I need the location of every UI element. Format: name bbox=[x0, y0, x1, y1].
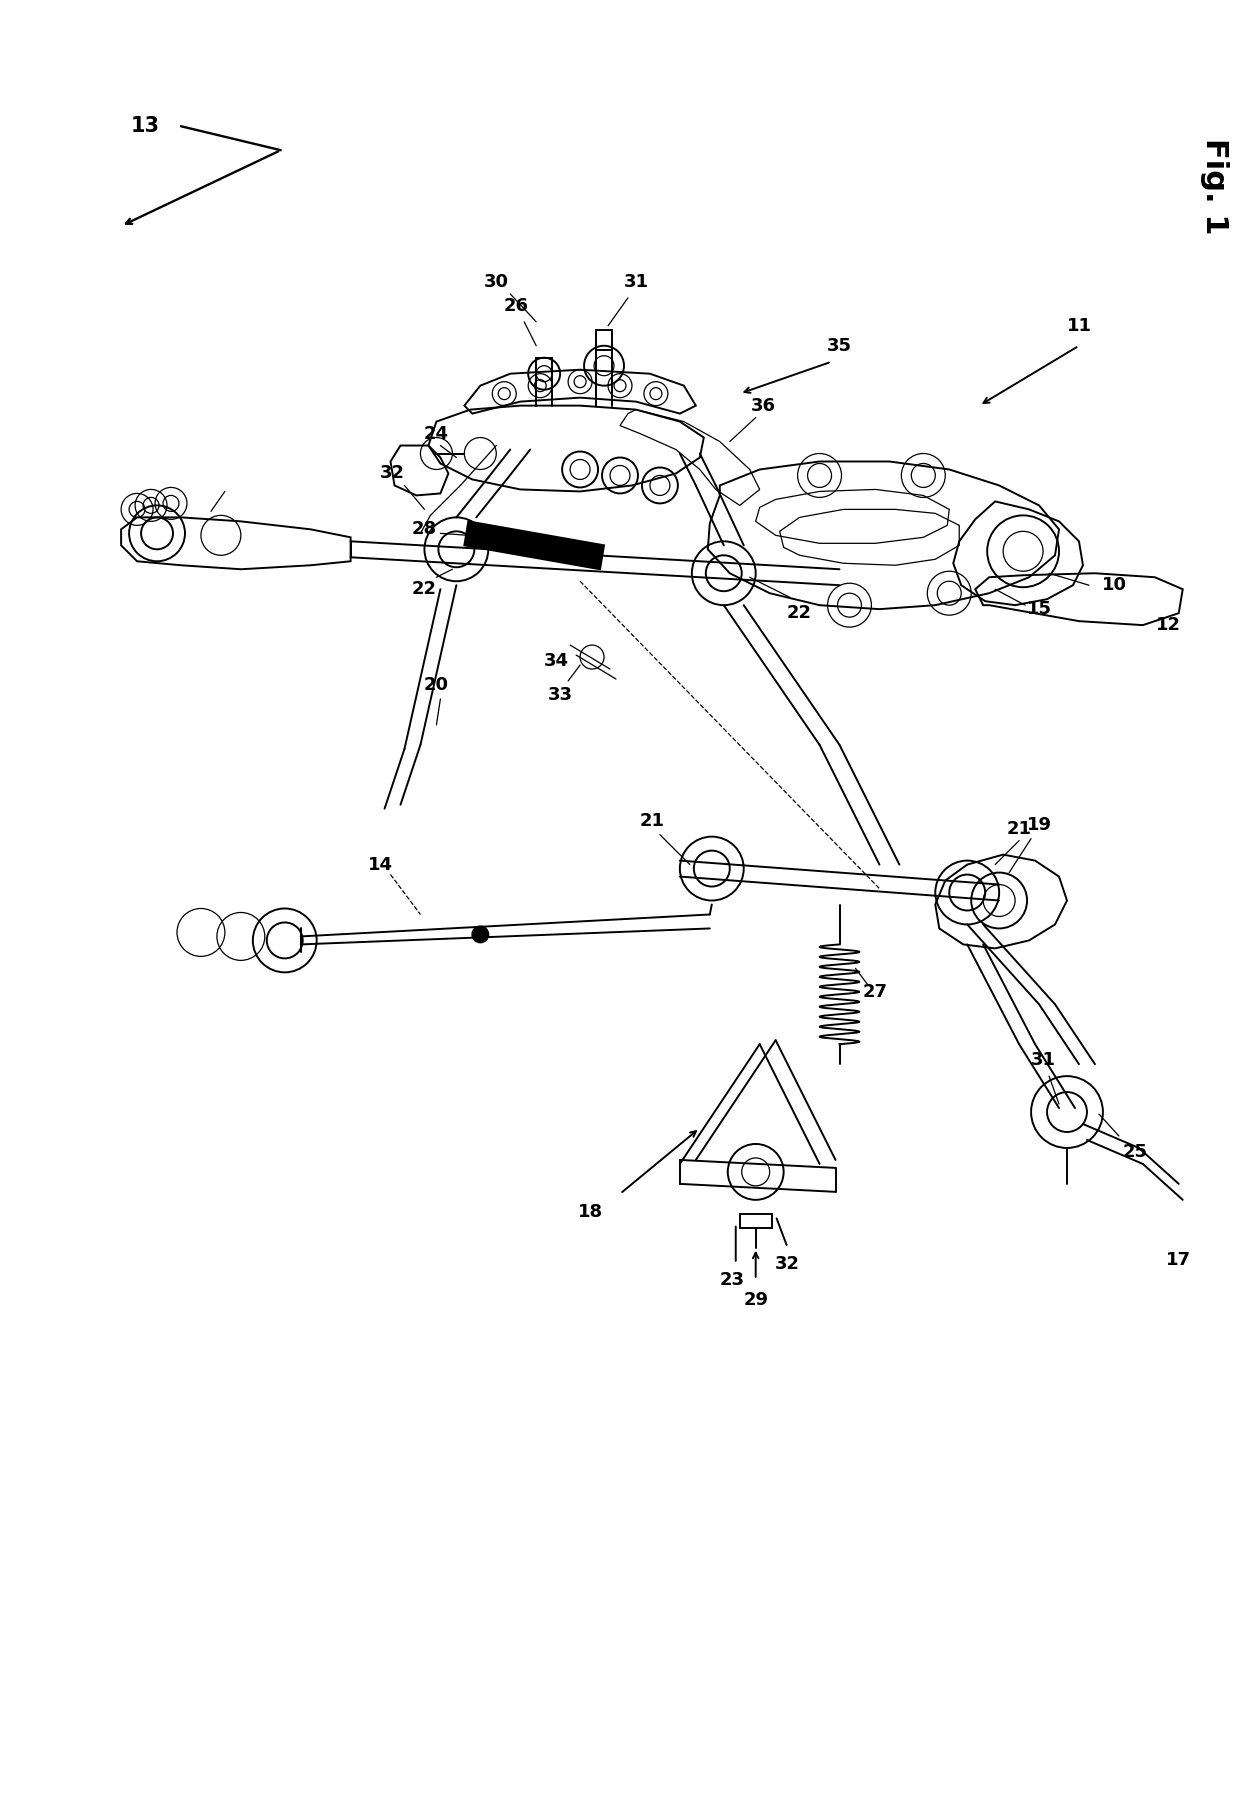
Text: 21: 21 bbox=[1007, 819, 1032, 838]
Text: 23: 23 bbox=[719, 1270, 744, 1288]
Text: 14: 14 bbox=[368, 856, 393, 874]
Text: 21: 21 bbox=[640, 812, 665, 830]
Text: 28: 28 bbox=[412, 521, 436, 539]
Text: 19: 19 bbox=[1027, 816, 1052, 834]
Text: 33: 33 bbox=[548, 686, 573, 704]
Text: 17: 17 bbox=[1167, 1250, 1192, 1268]
Text: 18: 18 bbox=[578, 1203, 603, 1221]
Text: 26: 26 bbox=[503, 297, 528, 315]
Text: 29: 29 bbox=[743, 1290, 769, 1308]
Text: 32: 32 bbox=[775, 1255, 800, 1274]
Text: 13: 13 bbox=[130, 116, 160, 136]
Text: 12: 12 bbox=[1156, 617, 1182, 635]
Text: 31: 31 bbox=[1030, 1051, 1055, 1069]
Text: 34: 34 bbox=[543, 651, 569, 669]
Text: 10: 10 bbox=[1102, 577, 1127, 593]
Text: 24: 24 bbox=[424, 425, 449, 443]
Text: 31: 31 bbox=[624, 273, 649, 291]
Text: 27: 27 bbox=[863, 984, 888, 1002]
Circle shape bbox=[472, 926, 489, 942]
Text: 35: 35 bbox=[827, 336, 852, 355]
Text: 36: 36 bbox=[751, 396, 776, 414]
Text: 25: 25 bbox=[1122, 1143, 1147, 1161]
Text: Fig. 1: Fig. 1 bbox=[1200, 137, 1229, 235]
Text: 32: 32 bbox=[379, 465, 405, 483]
Text: 22: 22 bbox=[787, 604, 812, 622]
Polygon shape bbox=[464, 521, 604, 570]
Text: 11: 11 bbox=[1066, 317, 1091, 335]
Text: 20: 20 bbox=[424, 677, 449, 695]
Text: 15: 15 bbox=[1027, 601, 1052, 619]
Text: 30: 30 bbox=[484, 273, 508, 291]
Text: 22: 22 bbox=[412, 581, 436, 599]
